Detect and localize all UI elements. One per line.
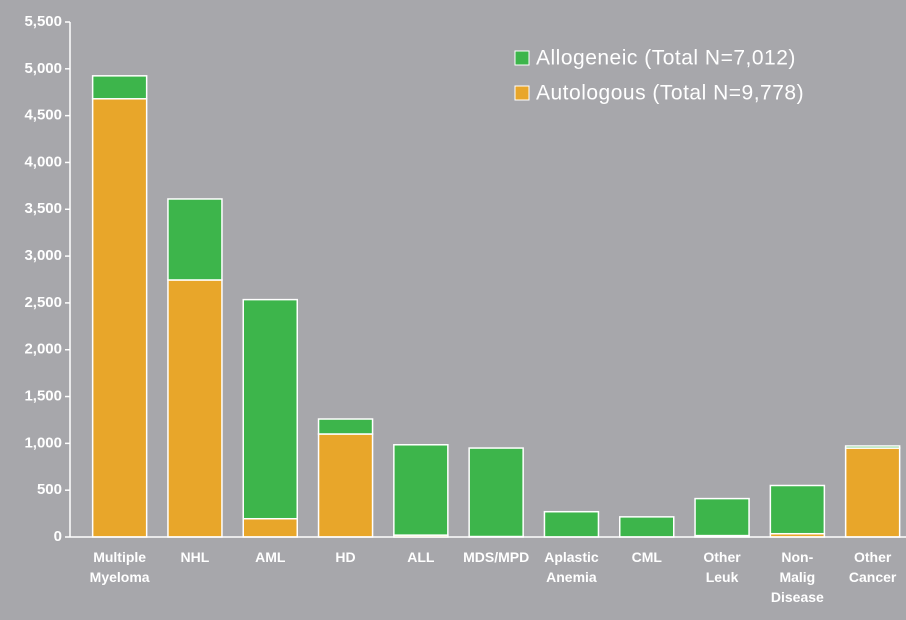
bar-segment xyxy=(167,279,223,538)
legend-swatch xyxy=(514,50,530,66)
x-tick-label: AML xyxy=(255,549,286,565)
y-tick-label: 4,000 xyxy=(24,153,62,170)
bar-segment xyxy=(242,517,298,538)
bar-segment xyxy=(844,445,901,449)
x-tick-label: Non- Malig Disease xyxy=(770,549,824,605)
bar-segment xyxy=(167,198,223,281)
bar-segment xyxy=(769,484,826,535)
x-tick-label: HD xyxy=(335,549,356,565)
y-tick-label: 1,500 xyxy=(24,388,62,405)
bar-segment xyxy=(694,497,750,537)
legend-swatch xyxy=(514,85,530,101)
y-tick-label: 3,000 xyxy=(24,247,62,264)
bar-segment xyxy=(242,298,298,520)
y-tick-label: 5,000 xyxy=(24,60,62,77)
y-tick-label: 0 xyxy=(54,528,62,545)
legend-label: Allogeneic (Total N=7,012) xyxy=(536,47,796,70)
x-tick-label: ALL xyxy=(407,549,435,565)
bar-segment xyxy=(844,447,901,538)
bar-segment xyxy=(317,433,374,538)
y-tick-label: 2,500 xyxy=(24,294,62,311)
bar-segment xyxy=(393,444,449,536)
bar-segment xyxy=(619,516,675,538)
y-tick-label: 5,500 xyxy=(24,13,62,30)
y-tick-label: 4,500 xyxy=(24,107,62,124)
bar-segment xyxy=(543,510,600,538)
x-tick-label: MDS/MPD xyxy=(463,549,530,565)
x-tick-label: CML xyxy=(631,549,662,565)
x-tick-label: Multiple Myeloma xyxy=(89,549,150,585)
bar-segment xyxy=(91,98,148,538)
x-tick-label: NHL xyxy=(180,549,210,565)
y-tick-label: 500 xyxy=(37,481,62,498)
y-tick-label: 2,000 xyxy=(24,341,62,358)
bar-segment xyxy=(468,447,524,538)
x-tick-label: Other Leuk xyxy=(703,549,741,585)
x-tick-label: Aplastic Anemia xyxy=(544,549,599,585)
y-tick-label: 1,000 xyxy=(24,434,62,451)
x-tick-label: Other Cancer xyxy=(848,549,897,585)
legend-label: Autologous (Total N=9,778) xyxy=(536,82,804,105)
y-tick-label: 3,500 xyxy=(24,200,62,217)
bar-segment xyxy=(317,418,374,435)
bar-segment xyxy=(91,75,148,100)
